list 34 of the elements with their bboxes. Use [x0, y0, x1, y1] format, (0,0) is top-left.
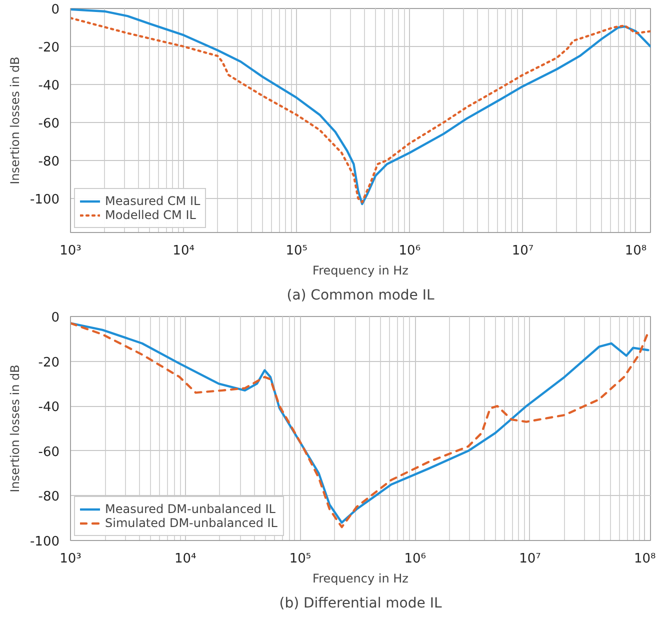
x-tick-label: 10⁷ [519, 552, 541, 566]
y-tick-label: -80 [38, 154, 60, 170]
y-tick-label: 0 [51, 2, 60, 18]
legend-label: Measured CM IL [105, 194, 200, 208]
legend-label: Modelled CM IL [105, 208, 196, 222]
x-tick-label: 10³ [60, 552, 82, 566]
x-tick-label: 10⁴ [172, 244, 194, 258]
x-tick-label: 10⁵ [286, 244, 308, 258]
y-axis-title: Insertion losses in dB [8, 56, 22, 184]
y-tick-label: 0 [51, 310, 60, 326]
x-tick-label: 10⁷ [512, 244, 534, 258]
y-axis-title: Insertion losses in dB [8, 364, 22, 492]
legend-label: Measured DM-unbalanced IL [105, 502, 276, 516]
x-tick-label: 10⁸ [624, 244, 647, 258]
y-tick-label: -40 [38, 78, 60, 94]
y-tick-label: -100 [30, 534, 60, 550]
y-tick-label: -100 [30, 192, 60, 208]
y-tick-label: -20 [38, 355, 60, 370]
y-tick-label: -20 [38, 40, 60, 56]
x-tick-label: 10⁴ [174, 552, 196, 566]
y-tick-label: -80 [38, 490, 60, 505]
x-axis-title: Frequency in Hz [312, 572, 408, 586]
text: (a) Common mode IL [286, 288, 434, 304]
y-tick-label: -60 [38, 116, 60, 132]
x-tick-label: 10⁵ [289, 552, 312, 566]
y-tick-label: -60 [38, 444, 60, 460]
x-tick-label: 10³ [60, 244, 82, 258]
y-tick-label: -40 [38, 400, 60, 416]
x-axis-title: Frequency in Hz [312, 264, 408, 278]
x-tick-label: 10⁶ [404, 552, 426, 566]
x-tick-label: 10⁸ [634, 552, 656, 566]
x-tick-label: 10⁶ [398, 244, 421, 258]
text: (b) Differential mode IL [279, 596, 442, 612]
legend-label: Simulated DM-unbalanced IL [105, 516, 278, 530]
